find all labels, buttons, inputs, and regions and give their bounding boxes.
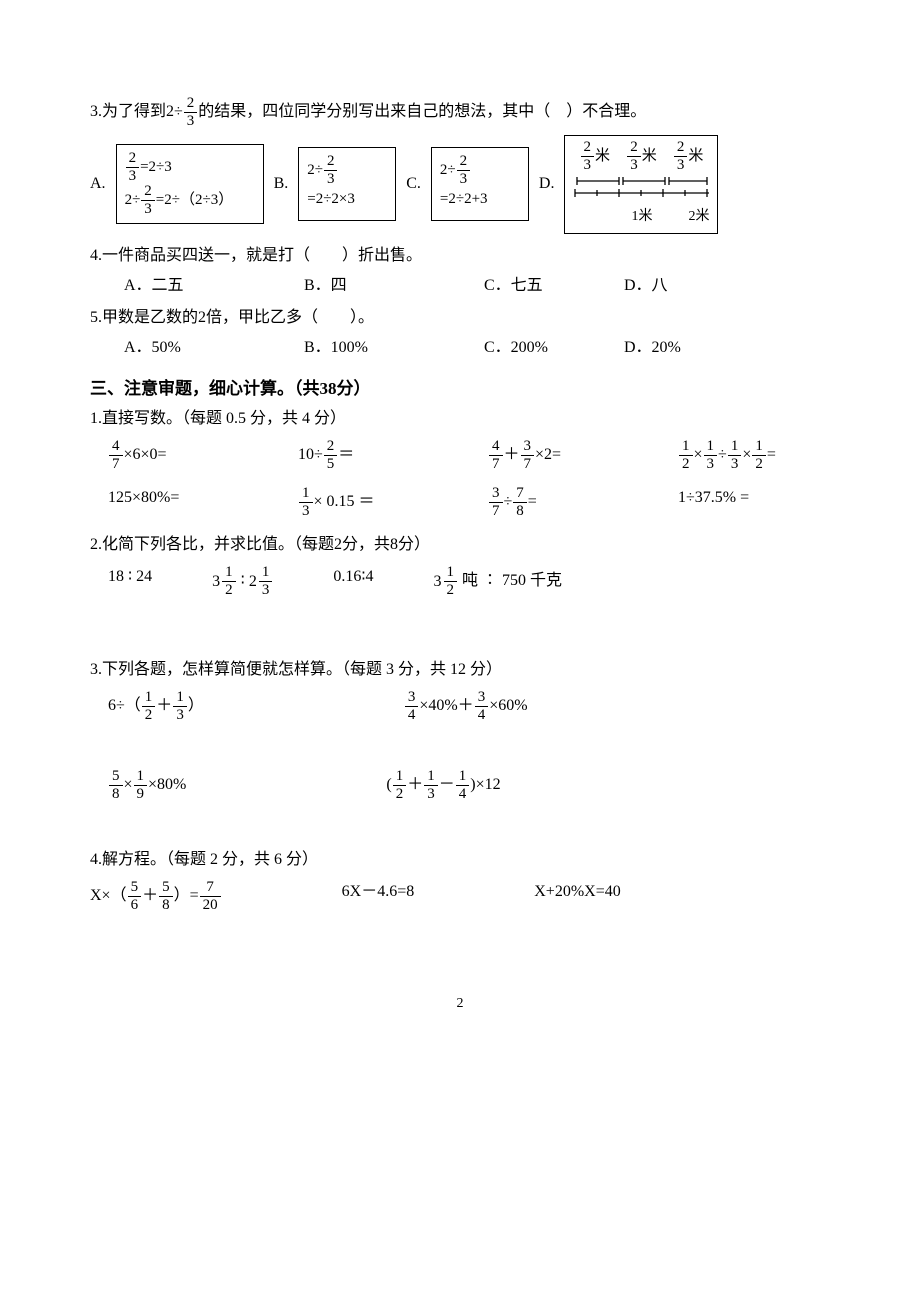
q4-opt-c: C．七五: [484, 274, 624, 298]
q3-box-b: 2÷23 =2÷2×3: [298, 147, 396, 221]
q5-opt-a: A．50%: [124, 336, 304, 360]
p1r2a: 125×80%=: [108, 486, 228, 519]
number-line-icon: [571, 173, 711, 209]
p4b: 6X－4.6=8: [342, 880, 415, 913]
sec3-p2-head: 2.化简下列各比，并求比值。（每题2分，共8分）: [90, 533, 830, 557]
p1r1c: 47＋37×2=: [488, 439, 608, 472]
q5-opt-d: D．20%: [624, 336, 744, 360]
sec3-p3-row1: 6÷（12＋13） 34×40%＋34×60%: [108, 690, 830, 723]
p3r2a: 58×19×80%: [108, 769, 186, 802]
q4-opt-d: D．八: [624, 274, 744, 298]
sec3-p2-row: 18 ∶ 24 312 ∶ 213 0.16∶4 312 吨 ∶ 750 千克: [108, 565, 830, 598]
q3-box-d: 23米 23米 23米 1米2米: [564, 135, 718, 234]
p2c: 0.16∶4: [333, 565, 373, 598]
p4a: X×（56＋58）=720: [90, 880, 222, 913]
q5-opt-c: C．200%: [484, 336, 624, 360]
q5-opt-b: B．100%: [304, 336, 484, 360]
q3-box-c: 2÷23 =2÷2+3: [431, 147, 529, 221]
p2a: 18 ∶ 24: [108, 565, 152, 598]
q3-stem-b: 的结果，四位同学分别写出来自己的想法，其中（ ）不合理。: [198, 103, 646, 120]
q3-expr-pre: 2÷: [166, 103, 183, 120]
sec3-head: 三、注意审题，细心计算。（共38分）: [90, 376, 830, 402]
sec3-p3-row2: 58×19×80% (12＋13－14)×12: [108, 769, 830, 802]
sec3-p1-row2: 125×80%= 13× 0.15 ＝ 37÷78= 1÷37.5% =: [108, 486, 830, 519]
p1r2c: 37÷78=: [488, 486, 608, 519]
q3-options: A. 23=2÷3 2÷23=2÷（2÷3） B. 2÷23 =2÷2×3 C.…: [90, 135, 830, 234]
p3r2b: (12＋13－14)×12: [386, 769, 500, 802]
sec3-p1-head: 1.直接写数。（每题 0.5 分，共 4 分）: [90, 407, 830, 431]
q3-label-d: D.: [539, 172, 555, 196]
q3-label-a: A.: [90, 172, 106, 196]
p3r1b: 34×40%＋34×60%: [404, 690, 528, 723]
q4-stem: 4.一件商品买四送一，就是打（ ）折出售。: [90, 244, 830, 268]
q3-stem: 3.为了得到2÷23的结果，四位同学分别写出来自己的想法，其中（ ）不合理。: [90, 96, 830, 129]
q4-opt-b: B．四: [304, 274, 484, 298]
sec3-p4-head: 4.解方程。（每题 2 分，共 6 分）: [90, 848, 830, 872]
p2b: 312 ∶ 213: [212, 565, 273, 598]
p1r1d: 12×13÷13×12=: [678, 439, 798, 472]
p1r1a: 47×6×0=: [108, 439, 228, 472]
q3-label-b: B.: [274, 172, 289, 196]
page-number: 2: [90, 993, 830, 1014]
q3-frac: 23: [184, 96, 198, 129]
sec3-p1-row1: 47×6×0= 10÷25＝ 47＋37×2= 12×13÷13×12=: [108, 439, 830, 472]
q5-stem: 5.甲数是乙数的2倍，甲比乙多（ ）。: [90, 306, 830, 330]
p2d: 312 吨 ∶ 750 千克: [434, 565, 563, 598]
q3-label-c: C.: [406, 172, 421, 196]
q4-opt-a: A．二五: [124, 274, 304, 298]
q5-opts: A．50% B．100% C．200% D．20%: [124, 336, 830, 360]
q3-box-a: 23=2÷3 2÷23=2÷（2÷3）: [116, 144, 264, 224]
p1r2b: 13× 0.15 ＝: [298, 486, 418, 519]
p4c: X+20%X=40: [534, 880, 620, 913]
p1r1b: 10÷25＝: [298, 439, 418, 472]
q4-opts: A．二五 B．四 C．七五 D．八: [124, 274, 830, 298]
p3r1a: 6÷（12＋13）: [108, 690, 204, 723]
p1r2d: 1÷37.5% =: [678, 486, 798, 519]
sec3-p3-head: 3.下列各题，怎样算简便就怎样算。（每题 3 分，共 12 分）: [90, 658, 830, 682]
q3-stem-a: 3.为了得到: [90, 103, 166, 120]
sec3-p4-row: X×（56＋58）=720 6X－4.6=8 X+20%X=40: [90, 880, 830, 913]
